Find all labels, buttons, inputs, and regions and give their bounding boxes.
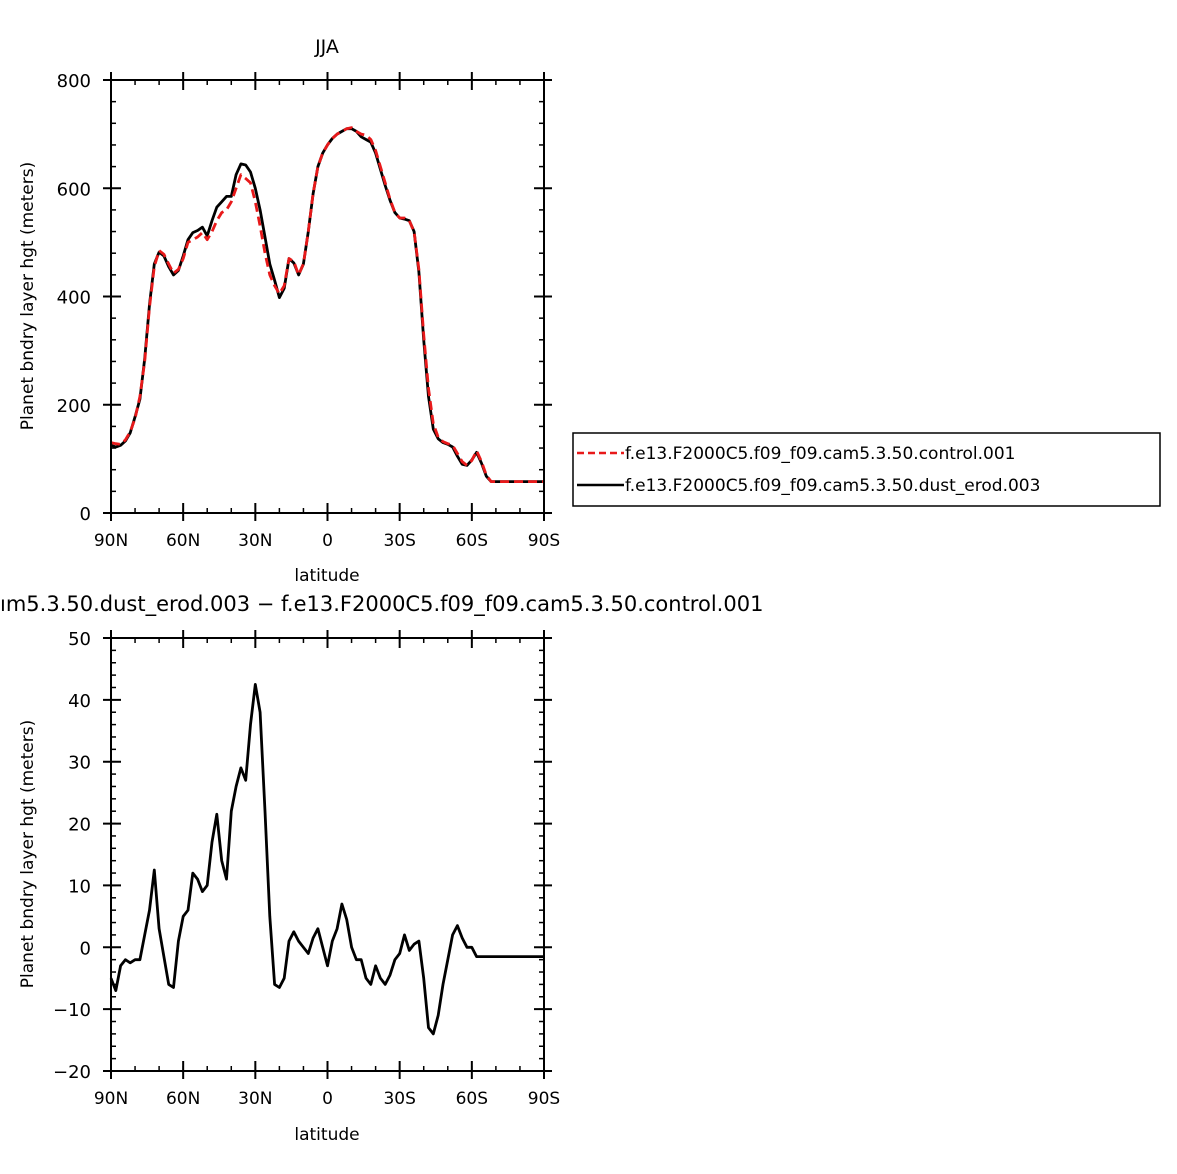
y-tick-label: 400	[57, 288, 91, 309]
x-tick-label: 0	[322, 1089, 333, 1109]
y-tick-label: −10	[53, 1000, 91, 1021]
x-tick-label: 30S	[383, 531, 415, 551]
y-tick-label: 600	[57, 179, 91, 200]
x-tick-label: 90S	[528, 531, 560, 551]
bottom-chart: ım5.3.50.dust_erod.003 − f.e13.F2000C5.f…	[0, 592, 763, 1145]
y-tick-label: 30	[68, 753, 91, 774]
x-tick-label: 60S	[456, 1089, 488, 1109]
legend-box	[572, 432, 1161, 507]
x-axis-label: latitude	[294, 566, 359, 586]
series-layer	[109, 683, 544, 1036]
y-axis-label: Planet bndry layer hgt (meters)	[18, 720, 38, 988]
x-tick-label: 60N	[166, 1089, 200, 1109]
y-tick-label: −20	[53, 1062, 91, 1083]
x-tick-label: 30N	[238, 1089, 272, 1109]
x-tick-label: 0	[322, 531, 333, 551]
plot-frame	[110, 79, 545, 514]
chart-title: ım5.3.50.dust_erod.003 − f.e13.F2000C5.f…	[0, 592, 763, 617]
x-tick-label: 90N	[94, 531, 128, 551]
x-tick-label: 60S	[456, 531, 488, 551]
series-line	[110, 127, 544, 484]
tick-labels: 90N 60N 30N 0 30S 60S 90S −20 −10 0 10 20 30 40 50	[53, 629, 560, 1109]
y-tick-label: 40	[68, 691, 91, 712]
y-tick-label: 800	[57, 71, 91, 92]
y-tick-label: 200	[57, 396, 91, 417]
series-layer	[110, 126, 544, 484]
x-axis-label: latitude	[294, 1125, 359, 1145]
legend: f.e13.F2000C5.f09_f09.cam5.3.50.control.…	[572, 432, 1161, 507]
y-axis-label: Planet bndry layer hgt (meters)	[18, 162, 38, 430]
y-tick-label: 50	[68, 629, 91, 650]
series-line	[110, 126, 544, 484]
y-tick-label: 0	[80, 938, 91, 959]
axis-ticks	[103, 630, 552, 1079]
x-tick-label: 90S	[528, 1089, 560, 1109]
y-tick-label: 0	[80, 504, 91, 525]
x-tick-label: 30N	[238, 531, 272, 551]
tick-labels: 90N 60N 30N 0 30S 60S 90S 0 200 400 600 800	[57, 71, 561, 551]
series-line	[109, 683, 544, 1036]
legend-label-dust-erod: f.e13.F2000C5.f09_f09.cam5.3.50.dust_ero…	[625, 476, 1040, 496]
legend-label-control: f.e13.F2000C5.f09_f09.cam5.3.50.control.…	[625, 444, 1016, 464]
x-tick-label: 30S	[383, 1089, 415, 1109]
chart-title: JJA	[314, 36, 339, 58]
x-tick-label: 90N	[94, 1089, 128, 1109]
top-chart: JJA 90N 60N 30N 0 30S 60S 90S 0 200 400 600 800 lat…	[18, 36, 1161, 586]
y-tick-label: 20	[68, 815, 91, 836]
y-tick-label: 10	[68, 876, 91, 897]
x-tick-label: 60N	[166, 531, 200, 551]
axis-ticks	[103, 72, 552, 521]
plot-frame	[110, 637, 545, 1072]
